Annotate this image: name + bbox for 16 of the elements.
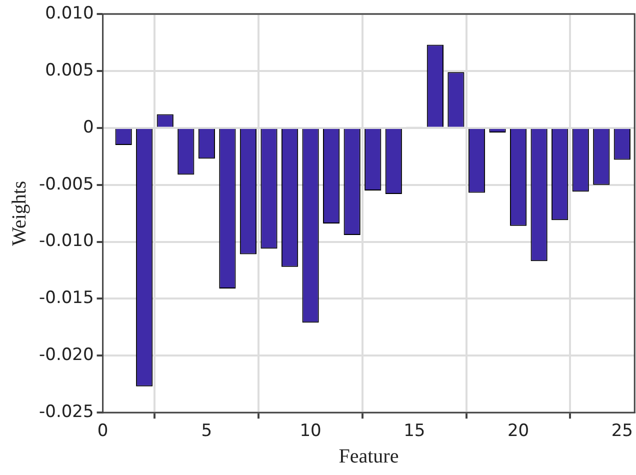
y-tick-label: 0.010	[45, 3, 94, 24]
y-tick-label: 0	[82, 117, 94, 138]
x-tick-label: 25	[611, 421, 633, 442]
y-tick-label: 0.005	[45, 60, 94, 80]
y-axis-title: Weights	[8, 180, 30, 246]
x-tick-label: 10	[300, 421, 322, 442]
x-tick-label: 20	[507, 421, 530, 442]
y-tick-label: -0.015	[38, 288, 94, 308]
x-tick-label: 15	[404, 421, 426, 442]
y-tick-label: -0.010	[38, 231, 94, 252]
y-tick-label: -0.025	[38, 402, 94, 422]
x-tick-label: 5	[201, 421, 212, 442]
y-tick-label: -0.005	[38, 174, 94, 194]
y-tick-label: -0.020	[38, 345, 94, 366]
x-tick-label: 0	[97, 421, 108, 442]
x-axis-title: Feature	[338, 445, 399, 468]
